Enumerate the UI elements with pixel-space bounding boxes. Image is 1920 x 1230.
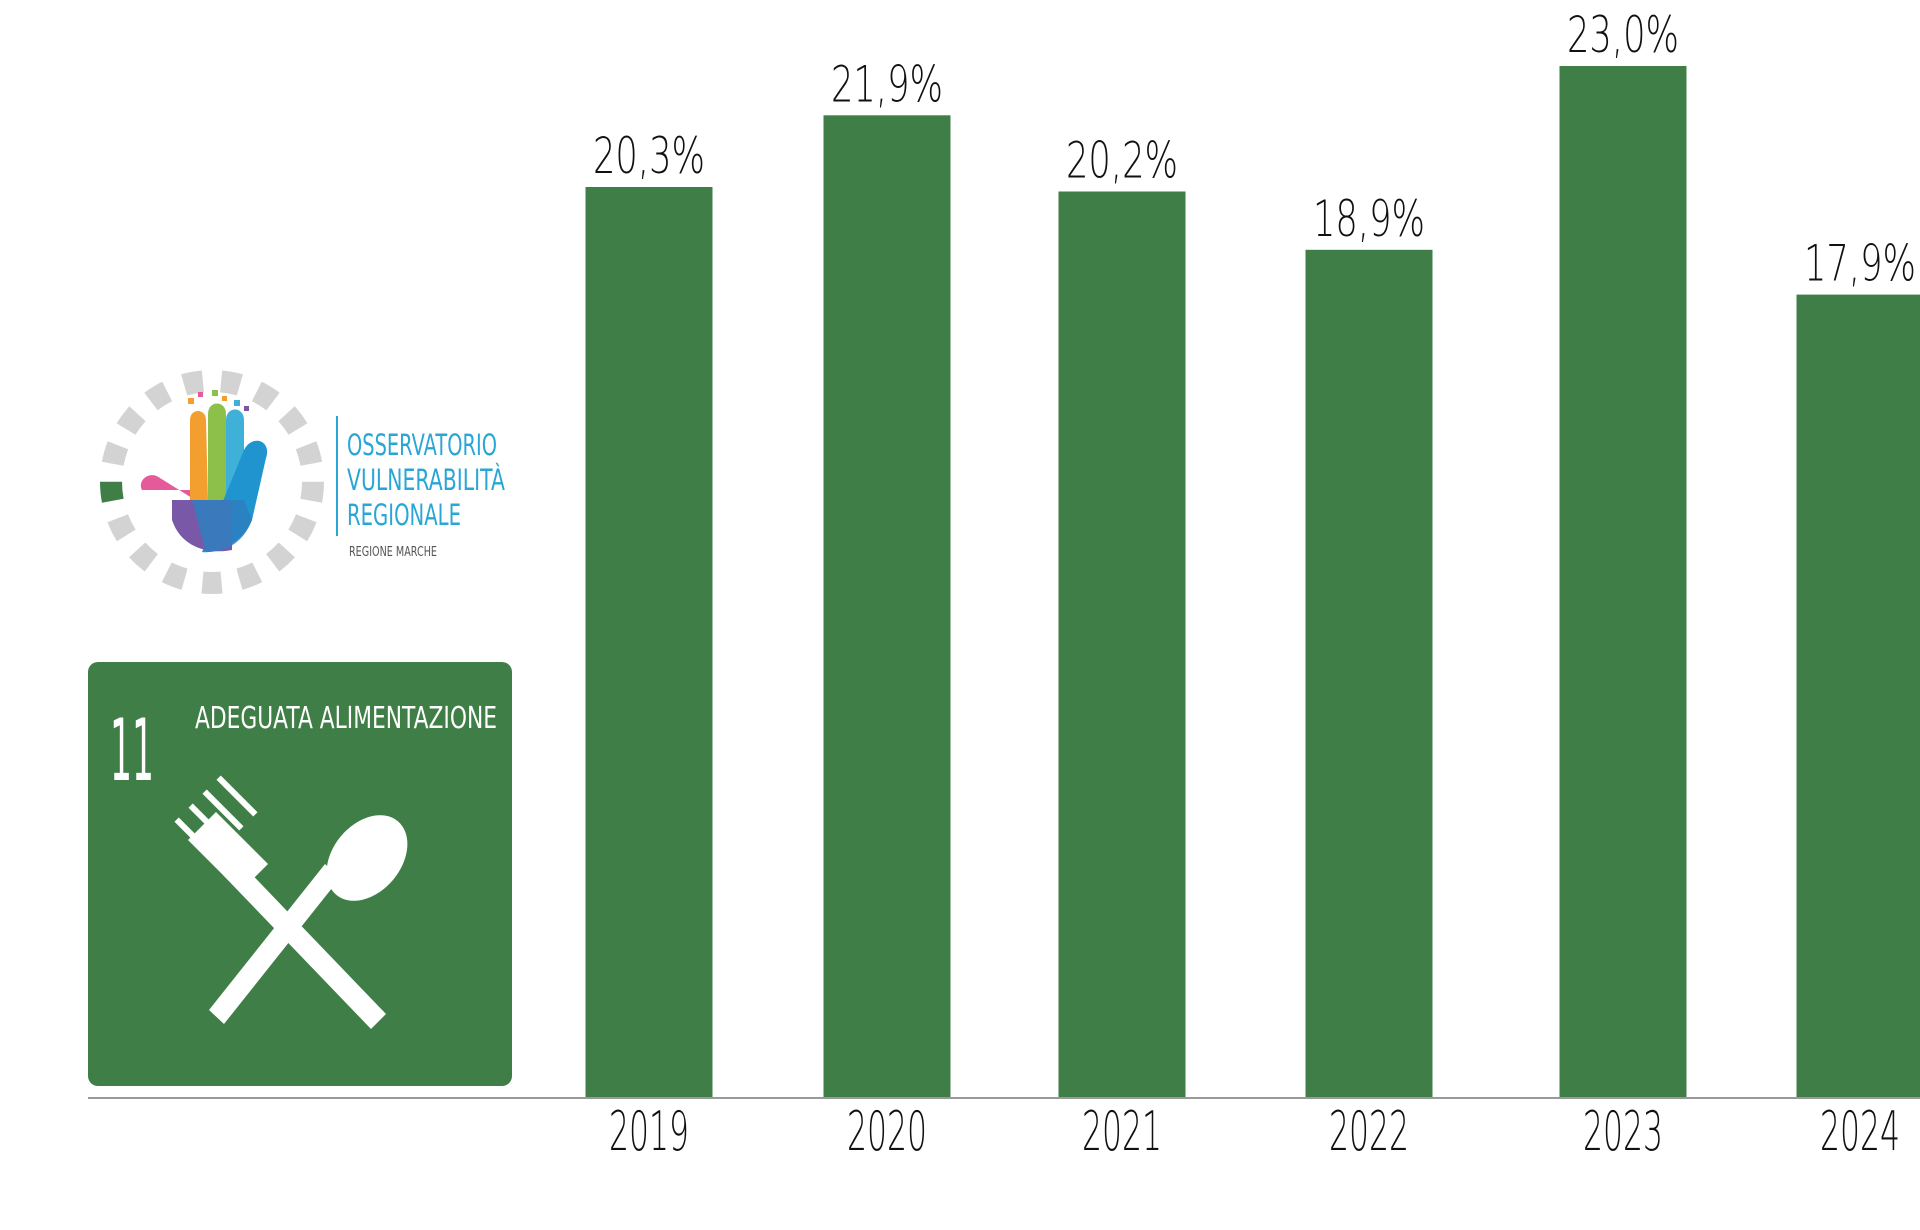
logo-ring-segment [116, 406, 146, 435]
logo-ring-segment [144, 381, 173, 411]
category-label-2022: 2022 [1329, 1100, 1409, 1163]
logo-ring-segment [129, 542, 158, 572]
logo-ring-segment [181, 370, 204, 396]
logo-ring-segment [278, 406, 308, 435]
logo-ring-segment [220, 370, 243, 396]
logo-line-3: REGIONALE [347, 498, 461, 532]
logo-ring-segment [107, 514, 136, 542]
bars [585, 66, 1920, 1098]
category-label-2023: 2023 [1583, 1100, 1663, 1163]
logo: OSSERVATORIO VULNERABILITÀ REGIONALE REG… [100, 370, 505, 595]
bar-2022 [1305, 249, 1433, 1098]
badge-background [88, 662, 512, 1086]
logo-ring-segment [288, 514, 317, 542]
logo-line-2: VULNERABILITÀ [347, 463, 505, 497]
logo-ring-segment [161, 562, 188, 590]
logo-ring-segment [236, 562, 263, 590]
value-label-2024: 17,9% [1804, 235, 1916, 293]
logo-ring-segment [100, 481, 124, 503]
logo-ring-segment [300, 481, 324, 503]
category-label-2020: 2020 [847, 1100, 927, 1163]
logo-line-1: OSSERVATORIO [347, 428, 497, 462]
bar-2023 [1559, 66, 1687, 1097]
bar-2024 [1796, 294, 1920, 1098]
fork-spoon-crossed-icon [174, 775, 408, 1029]
bar-2020 [823, 115, 951, 1098]
value-label-2022: 18,9% [1313, 190, 1425, 248]
logo-subtitle: REGIONE MARCHE [349, 545, 437, 560]
goal-badge: 11 ADEGUATA ALIMENTAZIONE [88, 662, 512, 1086]
badge-title: ADEGUATA ALIMENTAZIONE [195, 701, 497, 736]
bar-2021 [1058, 191, 1186, 1097]
value-label-2020: 21,9% [831, 55, 943, 113]
logo-ring-segment [201, 571, 223, 595]
category-label-2021: 2021 [1082, 1100, 1162, 1163]
logo-ring-segment [251, 381, 280, 411]
category-label-2019: 2019 [609, 1100, 689, 1163]
logo-ring-segment [101, 441, 129, 466]
logo-ring-segment [295, 441, 323, 466]
value-label-2021: 20,2% [1066, 132, 1178, 190]
hand-icon [140, 390, 268, 553]
badge-number: 11 [110, 701, 154, 801]
value-label-2019: 20,3% [593, 127, 705, 185]
logo-ring-segment [266, 542, 295, 572]
value-label-2023: 23,0% [1567, 6, 1679, 64]
bar-2019 [585, 187, 713, 1097]
value-labels: 20,3% 21,9% 20,2% 18,9% 23,0% 17,9% [593, 6, 1916, 293]
category-labels: 2019 2020 2021 2022 2023 2024 [609, 1100, 1900, 1163]
category-label-2024: 2024 [1820, 1100, 1900, 1163]
logo-ring-icon [100, 370, 324, 595]
